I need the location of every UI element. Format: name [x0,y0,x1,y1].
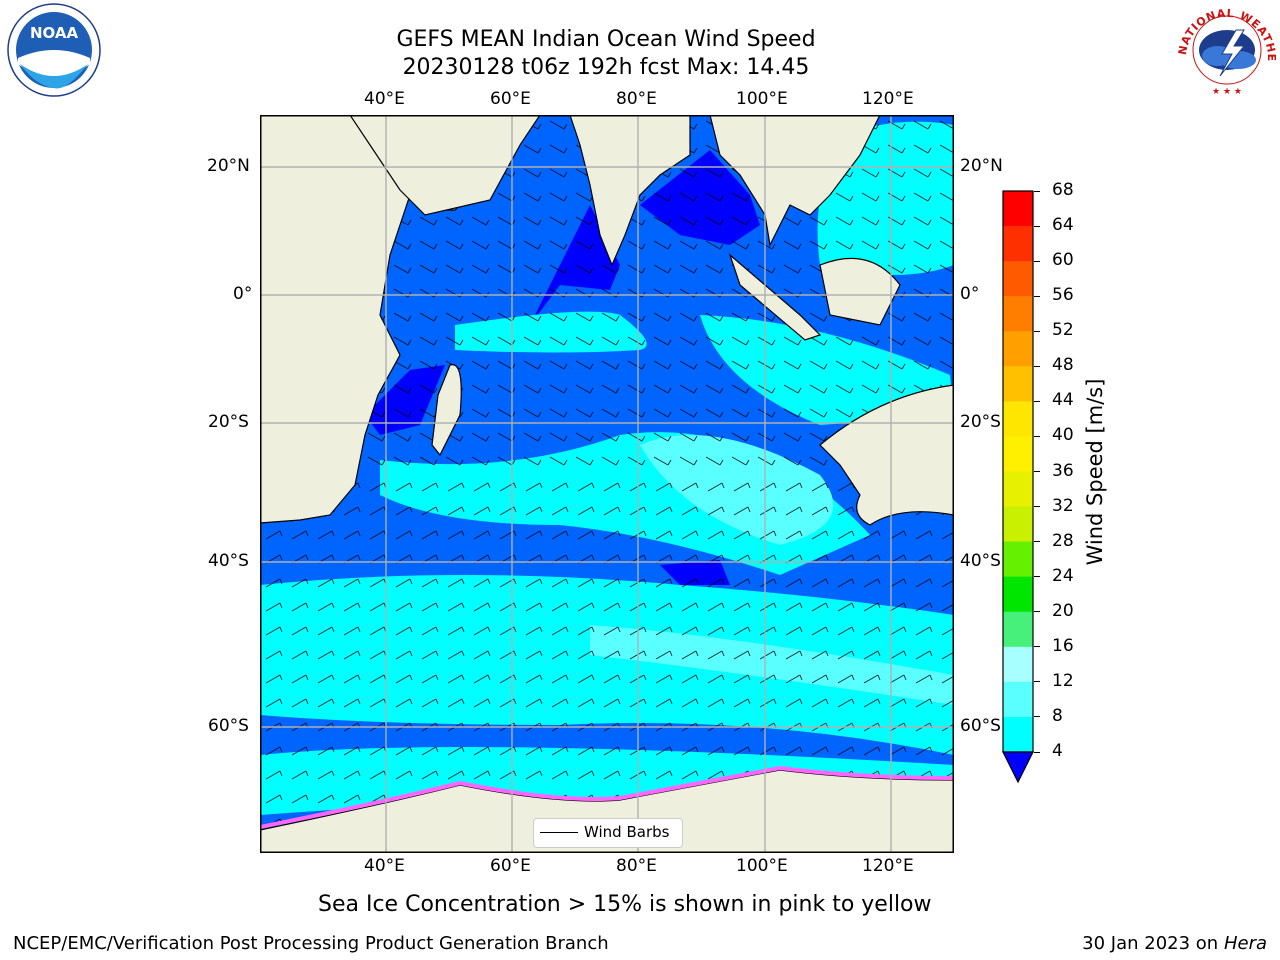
colorbar-tick-label: 4 [1052,741,1063,761]
lat-tick-left-20n: 20°N [207,156,250,176]
colorbar-tick-label: 16 [1052,635,1074,656]
colorbar-tick-label: 24 [1052,565,1074,586]
colorbar-tick-mark [1034,541,1040,543]
date-machine: Hera [1223,933,1267,954]
lat-tick-right-20n: 20°N [960,156,1003,176]
lon-tick-bottom-80e: 80°E [616,856,657,876]
colorbar-tick-label: 20 [1052,600,1074,621]
colorbar-extension-triangle [1002,751,1034,784]
borneo-land [819,257,901,326]
colorbar-tick-label: 12 [1052,670,1074,691]
sumatra-land [728,253,822,341]
colorbar-tick-mark [1034,646,1040,648]
lon-tick-top-100e: 100°E [736,89,788,109]
date-stamp: 30 Jan 2023 on Hera [1082,933,1267,954]
colorbar-band [1003,366,1033,402]
lon-tick-top-60e: 60°E [490,89,531,109]
lat-tick-left-60s: 60°S [208,716,249,736]
colorbar-band [1003,261,1033,297]
lon-tick-bottom-100e: 100°E [736,856,788,876]
chart-title-line2: 20230128 t06z 192h fcst Max: 14.45 [402,55,810,80]
noaa-logo-text: NOAA [30,24,79,42]
sea-ice-edge [260,765,954,829]
colorbar-tick-mark [1034,400,1040,402]
colorbar-band [1003,191,1033,227]
colorbar-tick-label: 40 [1052,425,1074,446]
colorbar-tick-mark [1034,611,1040,613]
colorbar-band [1003,296,1033,332]
lon-tick-bottom-120e: 120°E [862,856,914,876]
colorbar-band [1003,436,1033,472]
colorbar-tick-label: 56 [1052,285,1074,306]
graticule [260,115,954,853]
australia-land [819,384,954,526]
lat-tick-right-20s: 20°S [960,412,1001,432]
lat-tick-left-0: 0° [233,284,253,304]
colorbar-tick-label: 8 [1052,705,1063,726]
lon-tick-top-80e: 80°E [616,89,657,109]
colorbar-tick-label: 32 [1052,495,1074,516]
nws-logo: NATIONAL WEATHER SERVICE ★ ★ ★ [1178,2,1276,97]
wind-barb-legend-label: Wind Barbs [584,823,670,841]
colorbar-tick-label: 36 [1052,460,1074,481]
lat-tick-right-40s: 40°S [960,551,1001,571]
lon-tick-bottom-40e: 40°E [364,856,405,876]
colorbar-band [1003,226,1033,262]
colorbar-band [1003,646,1033,683]
sea-ice-caption: Sea Ice Concentration > 15% is shown in … [318,892,932,917]
map-legend: Wind Barbs [533,818,683,848]
lat-tick-left-20s: 20°S [208,412,249,432]
colorbar-tick-mark [1034,190,1040,192]
colorbar-tick-mark [1034,330,1040,332]
wind-barb-legend-line [540,832,578,833]
credit-text: NCEP/EMC/Verification Post Processing Pr… [13,933,609,954]
chart-title-line1: GEFS MEAN Indian Ocean Wind Speed [396,27,816,52]
colorbar-tick-mark [1034,295,1040,297]
land [260,115,954,853]
colorbar-tick-mark [1034,365,1040,367]
lat-tick-right-60s: 60°S [960,716,1001,736]
lon-tick-top-40e: 40°E [364,89,405,109]
colorbar-band [1003,506,1033,543]
colorbar-tick-label: 60 [1052,250,1074,271]
colorbar-band [1003,331,1033,367]
lon-tick-bottom-60e: 60°E [490,856,531,876]
colorbar [1002,190,1034,784]
colorbar-tick-label: 28 [1052,530,1074,551]
southeast-asia-land [709,115,881,247]
colorbar-tick-label: 64 [1052,215,1074,236]
colorbar-tick-mark [1034,260,1040,262]
madagascar-land [431,364,462,457]
colorbar-tick-mark [1034,751,1040,753]
colorbar-tick-mark [1034,435,1040,437]
lon-tick-top-120e: 120°E [862,89,914,109]
lat-tick-right-0: 0° [960,284,980,304]
colorbar-title: Wind Speed [m/s] [1083,378,1107,566]
colorbar-band [1003,576,1033,613]
colorbar-band [1003,681,1033,718]
colorbar-band [1003,401,1033,437]
arabia-land [349,115,541,216]
colorbar-band [1003,471,1033,508]
colorbar-band [1003,716,1033,753]
svg-text:★ ★ ★: ★ ★ ★ [1212,87,1242,97]
colorbar-tick-mark [1034,576,1040,578]
colorbar-tick-label: 68 [1052,180,1074,200]
colorbar-tick-label: 52 [1052,320,1074,341]
colorbar-tick-mark [1034,225,1040,227]
map-frame [260,115,954,853]
lat-tick-left-40s: 40°S [208,551,249,571]
colorbar-tick-mark [1034,681,1040,683]
colorbar-tick-mark [1034,716,1040,718]
date-prefix: 30 Jan 2023 on [1082,933,1224,954]
wind-speed-map [260,115,954,853]
colorbar-tick-label: 48 [1052,355,1074,376]
india-land [569,115,691,267]
colorbar-band [1003,541,1033,578]
colorbar-band [1003,611,1033,648]
noaa-logo: NOAA [7,3,101,97]
colorbar-tick-mark [1034,471,1040,472]
colorbar-tick-mark [1034,506,1040,508]
colorbar-tick-label: 44 [1052,390,1074,411]
